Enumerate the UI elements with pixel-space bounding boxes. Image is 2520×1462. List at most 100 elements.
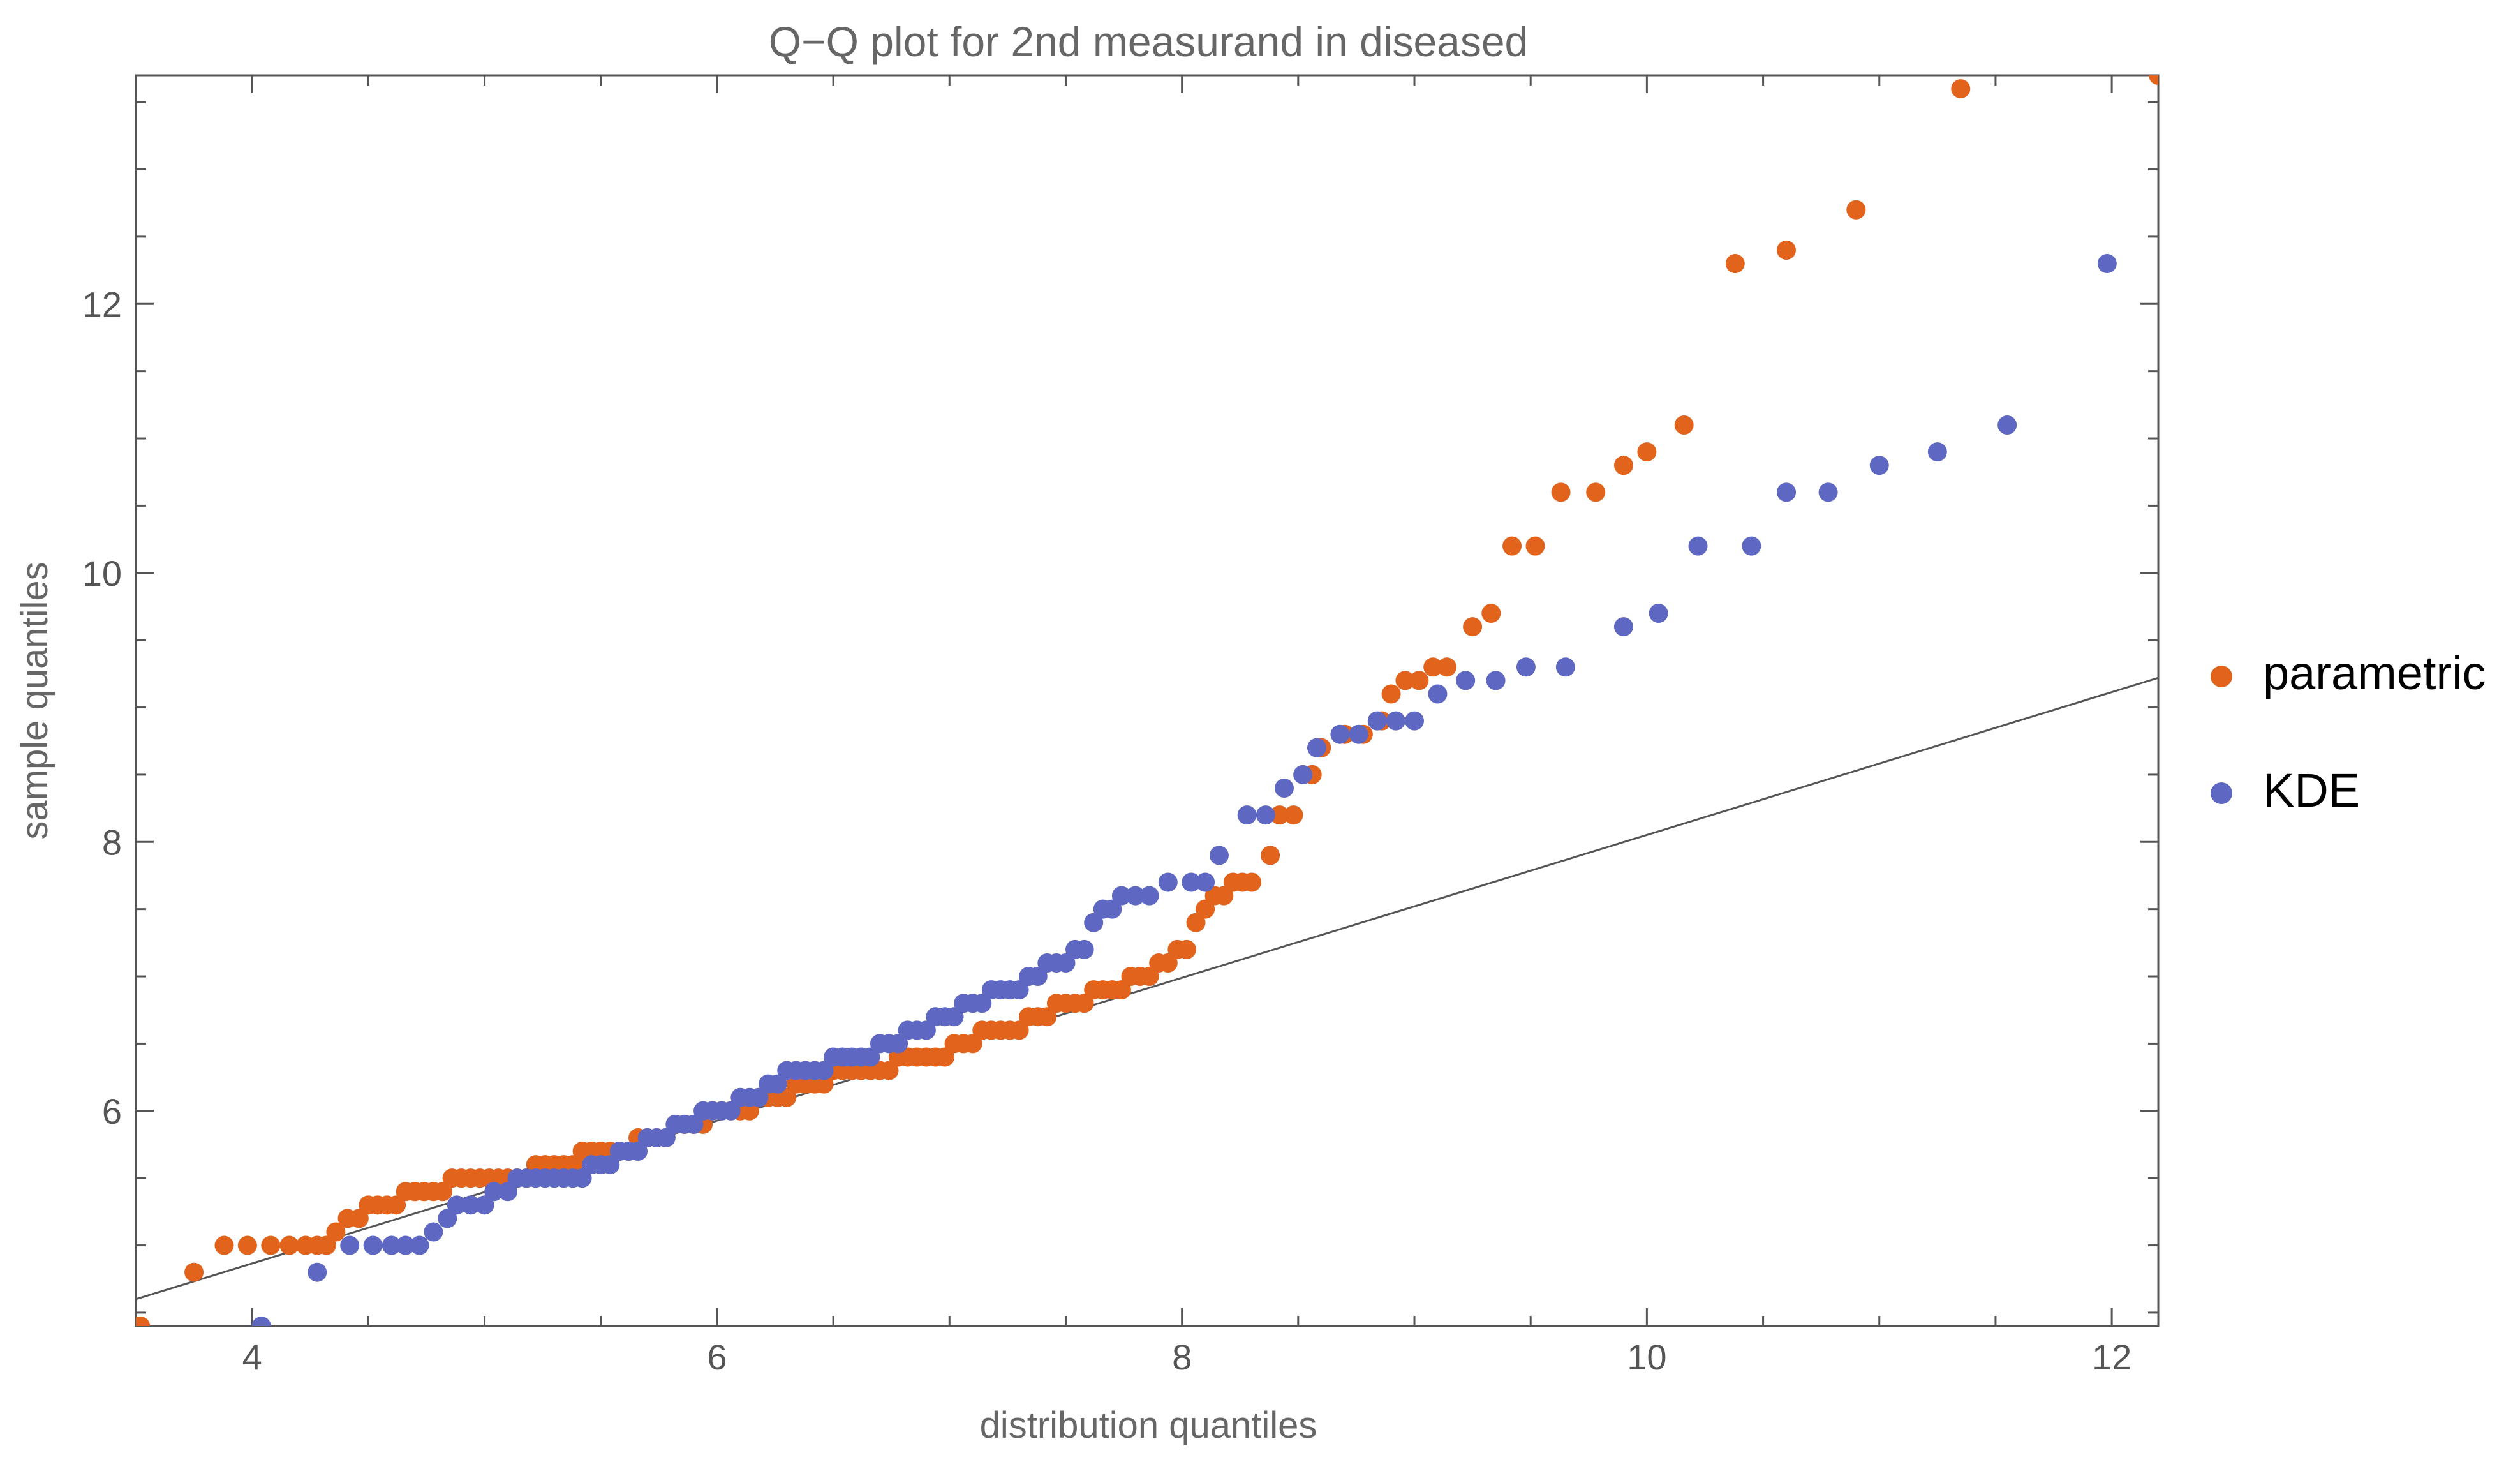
data-point-parametric: [2149, 75, 2158, 85]
data-point-parametric: [1284, 805, 1303, 825]
data-point-kde: [1818, 482, 1838, 502]
data-point-kde: [1307, 738, 1326, 757]
data-point-kde: [447, 1195, 466, 1215]
data-point-parametric: [1241, 872, 1261, 892]
data-point-kde: [308, 1262, 327, 1282]
plot-frame: [135, 74, 2160, 1327]
data-point-parametric: [1270, 805, 1289, 825]
data-point-kde: [814, 1061, 834, 1080]
data-point-parametric: [136, 1317, 151, 1326]
data-point-parametric: [1525, 536, 1545, 556]
data-point-kde: [767, 1074, 787, 1094]
data-point-parametric: [1463, 617, 1483, 637]
data-point-kde: [1056, 953, 1076, 973]
data-point-parametric: [1423, 657, 1443, 677]
x-tick-label: 8: [1172, 1337, 1192, 1377]
data-point-kde: [363, 1235, 383, 1255]
data-point-parametric: [1158, 953, 1178, 973]
data-point-kde: [1613, 617, 1633, 637]
data-point-kde: [1009, 980, 1029, 1000]
data-point-kde: [1028, 967, 1048, 987]
data-point-parametric: [279, 1235, 299, 1255]
data-point-kde: [410, 1235, 429, 1255]
data-point-kde: [1330, 724, 1350, 744]
data-point-parametric: [935, 1047, 954, 1067]
data-point-kde: [1074, 939, 1094, 959]
data-point-parametric: [1409, 671, 1429, 690]
data-point-kde: [1649, 604, 1668, 623]
data-point-parametric: [814, 1074, 834, 1094]
data-point-parametric: [1261, 846, 1280, 865]
data-point-kde: [1349, 724, 1368, 744]
data-point-kde: [861, 1047, 880, 1067]
data-point-parametric: [1037, 1007, 1057, 1027]
data-point-kde: [684, 1114, 704, 1134]
data-point-parametric: [1395, 671, 1415, 690]
x-tick-label: 10: [1627, 1337, 1666, 1377]
data-point-kde: [1139, 886, 1159, 906]
x-tick-label: 12: [2092, 1337, 2131, 1377]
chart-title: Q−Q plot for 2nd measurand in diseased: [769, 18, 1529, 65]
data-point-parametric: [349, 1209, 369, 1228]
data-point-kde: [382, 1235, 401, 1255]
data-point-kde: [1516, 657, 1536, 677]
data-point-kde: [1293, 765, 1313, 784]
y-axis-title: sample quantiles: [14, 562, 56, 839]
x-axis-title: distribution quantiles: [980, 1405, 1317, 1446]
data-point-parametric: [214, 1235, 234, 1255]
series-kde: [251, 254, 2117, 1326]
series-parametric: [136, 75, 2158, 1326]
data-point-parametric: [184, 1262, 204, 1282]
data-point-kde: [1386, 711, 1405, 731]
legend-marker-kde: [2211, 782, 2232, 804]
data-point-kde: [656, 1128, 676, 1147]
data-point-kde: [1428, 684, 1448, 704]
data-point-kde: [2097, 254, 2117, 274]
x-tick-label: 6: [707, 1337, 727, 1377]
data-point-kde: [1209, 846, 1229, 865]
data-point-kde: [1125, 886, 1145, 906]
data-point-parametric: [1551, 482, 1571, 502]
reference-line: [135, 676, 2159, 1301]
data-point-parametric: [433, 1182, 452, 1202]
data-point-kde: [1182, 872, 1201, 892]
data-point-parametric: [1139, 967, 1159, 987]
data-point-parametric: [1481, 604, 1501, 623]
data-point-kde: [916, 1020, 936, 1040]
data-point-parametric: [316, 1235, 336, 1255]
data-point-parametric: [1637, 442, 1657, 462]
data-point-kde: [461, 1195, 480, 1215]
data-point-kde: [1555, 657, 1575, 677]
data-point-kde: [1777, 482, 1797, 502]
data-point-kde: [498, 1182, 517, 1202]
data-point-kde: [1084, 913, 1104, 932]
data-point-kde: [889, 1034, 908, 1054]
data-point-kde: [749, 1087, 769, 1107]
y-tick-label: 12: [82, 284, 122, 324]
data-point-kde: [1367, 711, 1387, 731]
data-point-kde: [1997, 415, 2017, 435]
data-point-kde: [1256, 805, 1275, 825]
data-point-kde: [340, 1235, 360, 1255]
data-point-parametric: [1437, 657, 1457, 677]
data-point-parametric: [237, 1235, 257, 1255]
data-point-parametric: [1196, 899, 1215, 919]
legend-marker-parametric: [2211, 666, 2232, 687]
data-point-kde: [600, 1155, 620, 1175]
data-point-kde: [1102, 899, 1122, 919]
data-point-kde: [572, 1168, 592, 1188]
data-point-parametric: [1674, 415, 1694, 435]
data-point-kde: [1158, 872, 1178, 892]
legend-label-parametric: parametric: [2263, 646, 2486, 699]
data-point-kde: [1869, 456, 1889, 475]
legend-label-kde: KDE: [2263, 764, 2360, 817]
x-tick-label: 4: [242, 1337, 262, 1377]
y-tick-label: 10: [82, 553, 122, 593]
data-point-kde: [1927, 442, 1947, 462]
data-point-parametric: [1111, 980, 1131, 1000]
data-point-kde: [944, 1007, 964, 1027]
data-point-kde: [396, 1235, 415, 1255]
data-point-parametric: [1186, 913, 1206, 932]
data-point-parametric: [563, 1155, 583, 1175]
